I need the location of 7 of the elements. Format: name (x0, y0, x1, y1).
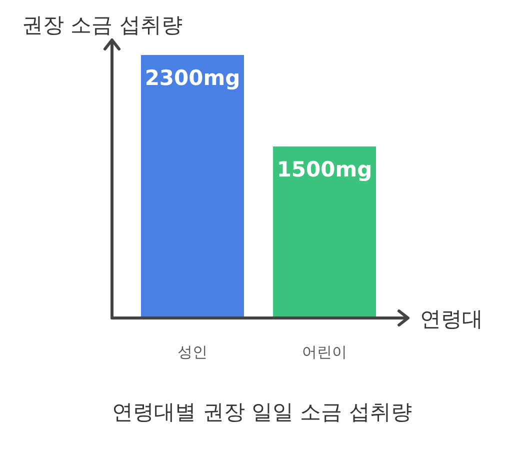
text: 연령대별 권장 일일 소금 섭취량 (112, 400, 412, 424)
x-axis-title: 연령대 (420, 307, 483, 331)
x-tick-label: 성인 (178, 343, 208, 361)
data-label: 2300mg (144, 66, 240, 90)
data-label: 1500mg (276, 157, 372, 182)
x-tick-label: 어린이 (302, 343, 347, 361)
y-axis-title: 권장 소금 섭취량 (22, 13, 182, 37)
